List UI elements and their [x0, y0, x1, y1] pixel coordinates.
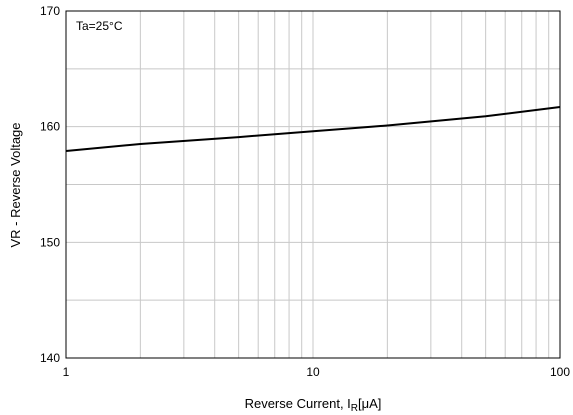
y-tick-label: 160: [40, 120, 60, 134]
series-layer: [65, 106, 561, 152]
x-axis-label-subscript: R: [351, 403, 358, 414]
y-tick-label: 170: [40, 4, 60, 18]
y-tick-label: 150: [40, 235, 60, 249]
x-axis-label-main: Reverse Current, I: [245, 396, 351, 411]
temperature-annotation: Ta=25°C: [76, 19, 123, 33]
x-tick-labels: 1 10 100: [63, 365, 571, 379]
x-axis-label: Reverse Current, IR[μA]: [245, 396, 382, 414]
plot-frame: [65, 10, 561, 359]
grid-lines: [66, 11, 560, 358]
y-tick-labels: 140 150 160 170: [40, 4, 60, 365]
x-tick-label: 1: [63, 365, 70, 379]
x-tick-label: 100: [550, 365, 570, 379]
series-line: [65, 106, 561, 152]
y-axis-label: VR - Reverse Voltage: [8, 122, 23, 247]
x-axis-label-unit: [μA]: [358, 396, 381, 411]
y-tick-label: 140: [40, 351, 60, 365]
x-tick-label: 10: [306, 365, 320, 379]
